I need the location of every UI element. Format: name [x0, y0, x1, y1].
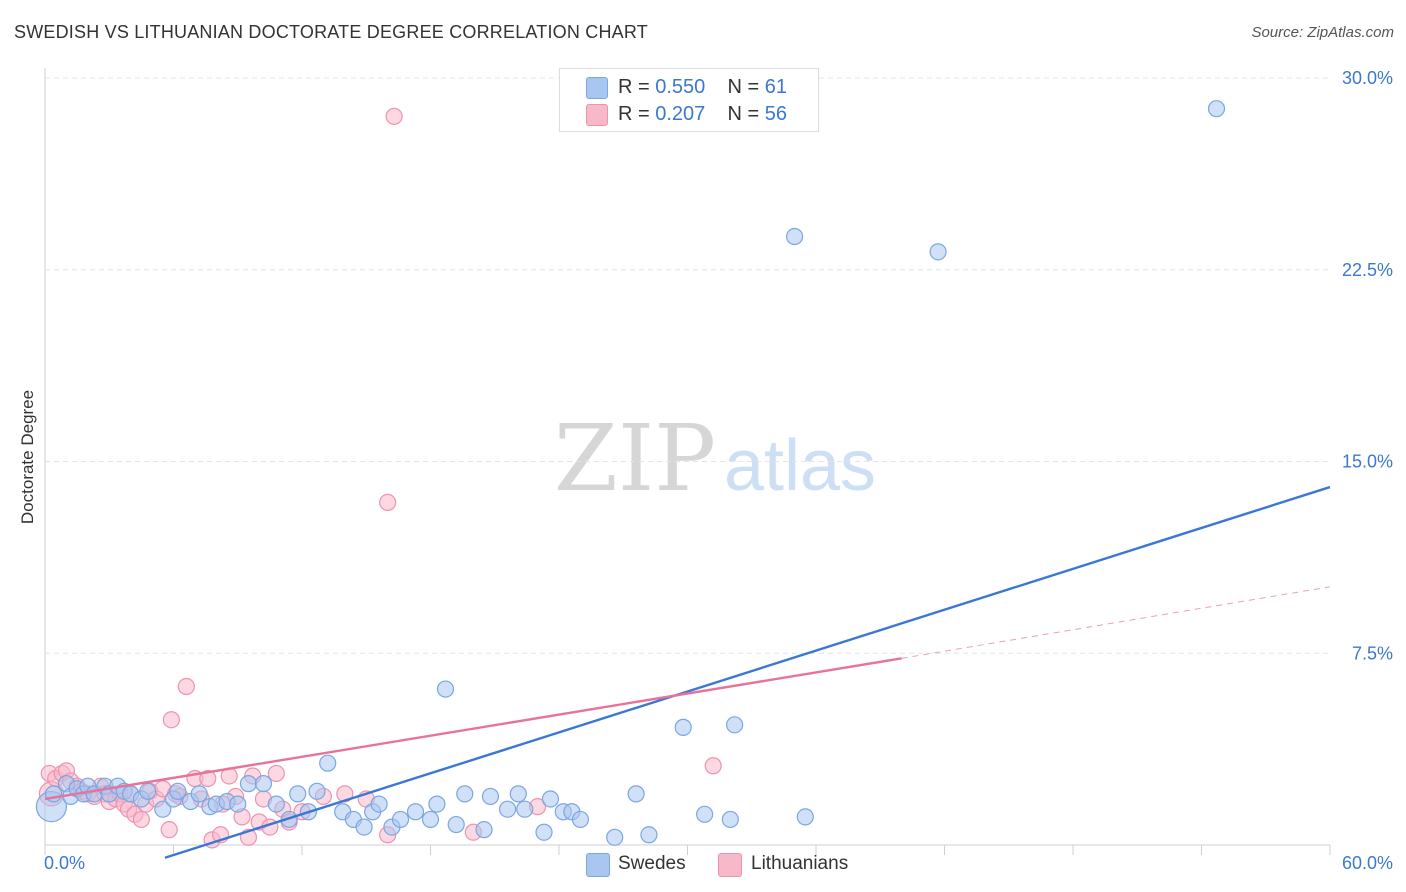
swedes-point-64	[929, 243, 947, 261]
lithuanians-point-47	[336, 785, 354, 803]
swedes-point-24	[239, 775, 258, 793]
y-tick-label-3: 30.0%	[1342, 68, 1393, 88]
swedes-point-31	[319, 754, 337, 772]
lithuanians-point-28	[177, 677, 195, 696]
swedes-point-14	[139, 782, 157, 800]
swedes-point-48	[509, 785, 527, 803]
swedes-point-40	[421, 810, 440, 829]
lithuanians-legend-swatch	[718, 853, 742, 877]
lithuanians-point-31	[199, 769, 217, 788]
swedes-point-58	[674, 718, 692, 736]
watermark-zip: ZIP	[554, 405, 716, 512]
tick-labels: 7.5% 15.0% 22.5% 30.0% 0.0% 60.0%	[44, 68, 1393, 873]
swedes-point-42	[436, 680, 455, 698]
x-tick-label-0: 0.0%	[44, 853, 85, 873]
swedes-point-46	[481, 787, 500, 806]
lithuanians-point-54	[704, 757, 722, 775]
swedes-point-47	[499, 800, 517, 818]
swedes-point-43	[447, 815, 465, 834]
n-value: 61	[764, 76, 788, 98]
swedes-point-56	[627, 785, 645, 803]
lithuanians-point-19	[132, 810, 150, 829]
swedes-trend-line	[164, 485, 1331, 859]
n-label: N =	[727, 76, 760, 98]
n-value: 56	[764, 103, 788, 125]
swedes-point-34	[355, 818, 373, 836]
swedes-point-17	[169, 782, 187, 800]
lithuanians-point-42	[267, 764, 285, 783]
r-value: 0.550	[655, 76, 706, 98]
y-tick-label-1: 15.0%	[1342, 452, 1393, 472]
stats-legend: R = 0.550 N = 61 R = 0.207 N = 56	[559, 68, 819, 132]
lithuanians-point-50	[385, 107, 403, 125]
lithuanians-swatch	[586, 104, 608, 126]
lithuanians-point-24	[160, 821, 178, 839]
trend-lines	[44, 485, 1331, 859]
swedes-point-49	[516, 800, 534, 818]
swedes-swatch	[586, 77, 608, 99]
swedes-point-45	[475, 821, 493, 839]
swedes-point-60	[726, 716, 744, 734]
r-label: R =	[618, 76, 650, 98]
swedes-point-61	[721, 810, 739, 829]
lithuanians-point-51	[379, 493, 397, 512]
x-tick-label-1: 60.0%	[1342, 853, 1393, 873]
swedes-point-26	[267, 795, 285, 813]
swedes-point-59	[696, 805, 714, 823]
lithuanians-trend-extension	[901, 586, 1331, 659]
y-tick-label-0: 7.5%	[1352, 643, 1393, 663]
swedes-point-57	[640, 826, 658, 844]
swedes-point-25	[254, 775, 273, 793]
swedes-point-55	[606, 828, 624, 846]
watermark-atlas: atlas	[724, 426, 876, 506]
swedes-point-50	[535, 823, 553, 841]
swedes-legend-swatch	[586, 853, 610, 877]
y-tick-label-2: 22.5%	[1342, 260, 1393, 280]
swedes-point-38	[391, 810, 410, 829]
swedes-point-23	[229, 795, 247, 813]
r-label: R =	[618, 103, 650, 125]
grid-lines	[45, 77, 1330, 654]
chart-title: SWEDISH VS LITHUANIAN DOCTORATE DEGREE C…	[14, 22, 648, 42]
r-value: 0.207	[655, 103, 706, 125]
lithuanians-point-25	[162, 711, 180, 729]
swedes-point-44	[456, 785, 474, 803]
swedes-point-62	[796, 808, 814, 826]
swedes-point-15	[154, 800, 172, 818]
swedes-point-54	[571, 810, 590, 829]
lithuanians-legend-label: Lithuanians	[751, 853, 849, 874]
axes	[44, 68, 1331, 855]
swedes-point-63	[785, 227, 804, 246]
swedes-point-65	[1207, 100, 1226, 118]
n-label: N =	[727, 103, 760, 125]
swedes-point-30	[308, 782, 326, 800]
swedes-legend-label: Swedes	[618, 853, 686, 874]
source-label: Source: ZipAtlas.com	[1251, 24, 1394, 41]
swedes-point-41	[428, 795, 446, 813]
lithuanians-trend-line	[44, 657, 902, 801]
swedes-point-51	[541, 790, 560, 808]
swedes-point-19	[190, 785, 208, 803]
swedes-point-28	[289, 785, 307, 803]
swedes-point-36	[370, 795, 388, 813]
swedes-point-39	[406, 803, 425, 821]
